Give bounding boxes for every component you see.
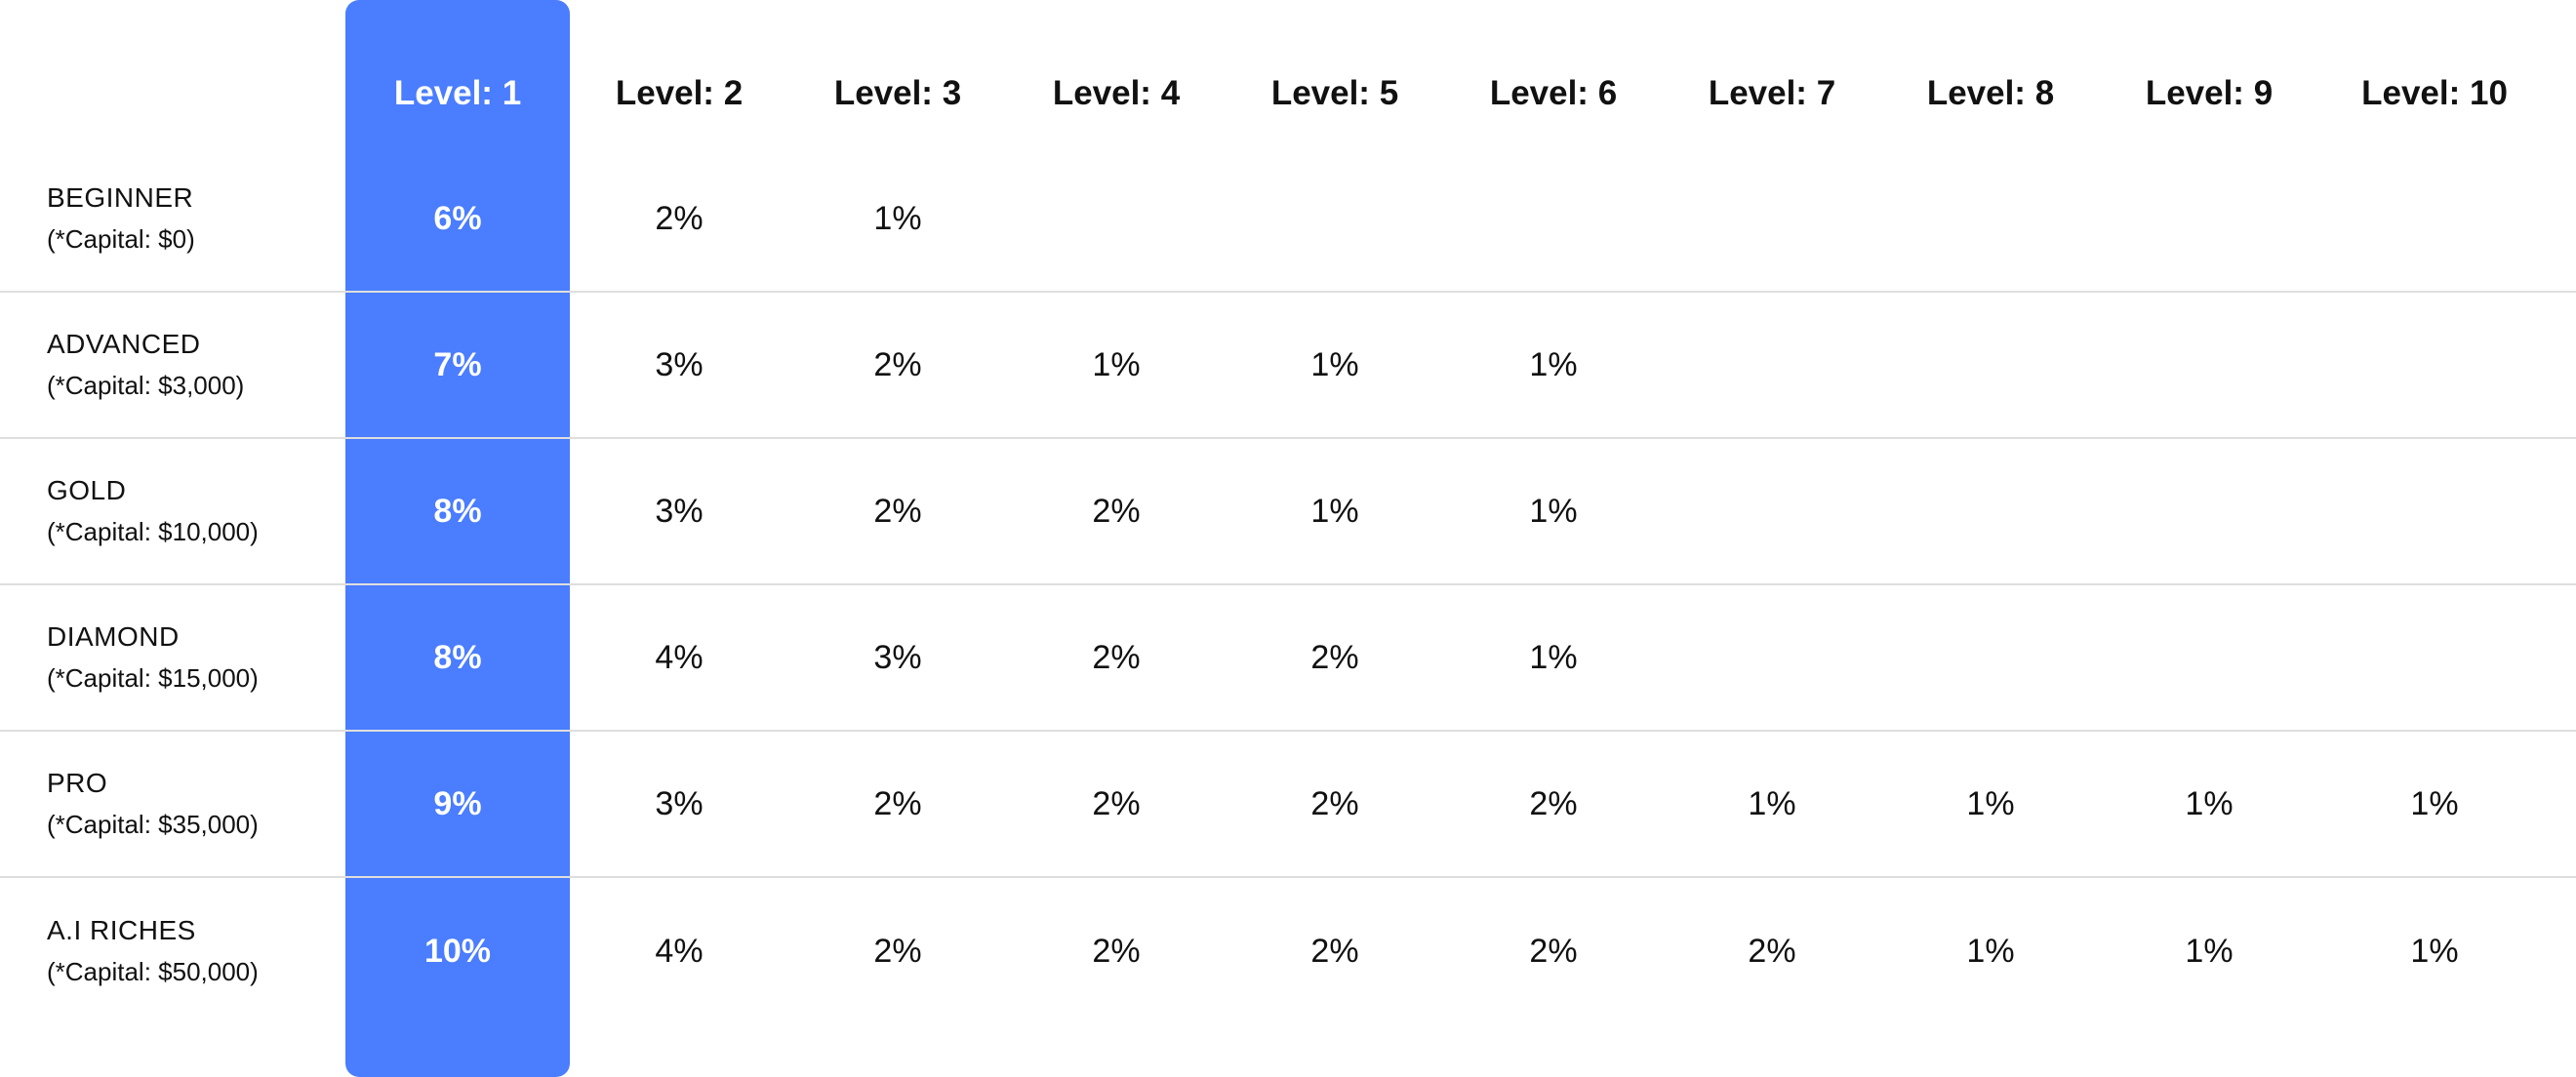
tier-label: GOLD (*Capital: $10,000)	[0, 439, 345, 583]
rate-cell: 1%	[2410, 932, 2459, 970]
level-1-highlight-column	[345, 0, 570, 1077]
rate-cell	[1007, 146, 1226, 291]
rate-cell: 2%	[1529, 932, 1578, 970]
rate-cell: 1%	[2185, 932, 2234, 970]
rate-cell: 7%	[433, 345, 482, 383]
header-row: Level: 1 Level: 2 Level: 3 Level: 4 Leve…	[0, 0, 2576, 146]
rate-cell: 2%	[655, 199, 704, 237]
rate-cell: 1%	[873, 199, 922, 237]
rate-cell: 2%	[873, 492, 922, 530]
header-level-4: Level: 4	[1052, 74, 1181, 112]
rate-cell: 9%	[433, 784, 482, 822]
rate-cell: 2%	[1092, 638, 1141, 676]
table-row: DIAMOND (*Capital: $15,000) 8% 4% 3% 2% …	[0, 585, 2576, 732]
rate-cell: 10%	[423, 932, 492, 970]
rate-cell: 2%	[1310, 784, 1359, 822]
table-row: A.I RICHES (*Capital: $50,000) 10% 4% 2%…	[0, 878, 2576, 1024]
header-level-1: Level: 1	[393, 74, 522, 112]
tier-name: GOLD	[47, 475, 127, 505]
rate-cell	[1881, 439, 2100, 583]
rate-cell: 4%	[655, 638, 704, 676]
table-row: ADVANCED (*Capital: $3,000) 7% 3% 2% 1% …	[0, 293, 2576, 439]
rate-cell: 2%	[1092, 784, 1141, 822]
header-level-2: Level: 2	[615, 74, 744, 112]
rate-cell: 1%	[1310, 492, 1359, 530]
rate-cell: 3%	[655, 492, 704, 530]
tier-capital: (*Capital: $10,000)	[47, 517, 259, 546]
rate-cell: 1%	[1748, 784, 1796, 822]
rate-cell: 6%	[433, 199, 482, 237]
rate-cell	[1663, 293, 1881, 437]
header-level-8: Level: 8	[1926, 74, 2055, 112]
rate-cell: 1%	[1529, 638, 1578, 676]
tier-capital: (*Capital: $3,000)	[47, 371, 245, 400]
rate-cell: 2%	[1748, 932, 1796, 970]
table-row: PRO (*Capital: $35,000) 9% 3% 2% 2% 2% 2…	[0, 732, 2576, 878]
tier-label: A.I RICHES (*Capital: $50,000)	[0, 878, 345, 1024]
header-level-3: Level: 3	[833, 74, 962, 112]
rate-cell: 2%	[1092, 492, 1141, 530]
tier-name: A.I RICHES	[47, 915, 196, 945]
table-row: BEGINNER (*Capital: $0) 6% 2% 1%	[0, 146, 2576, 293]
rate-cell: 2%	[1310, 932, 1359, 970]
rate-cell	[2318, 439, 2551, 583]
header-level-10: Level: 10	[2361, 74, 2508, 112]
tier-name: DIAMOND	[47, 621, 180, 652]
rate-cell: 2%	[1310, 638, 1359, 676]
header-level-9: Level: 9	[2145, 74, 2274, 112]
tier-capital: (*Capital: $35,000)	[47, 810, 259, 839]
rate-cell: 4%	[655, 932, 704, 970]
header-corner	[0, 0, 345, 146]
header-level-6: Level: 6	[1489, 74, 1618, 112]
tier-capital: (*Capital: $15,000)	[47, 663, 259, 693]
rate-cell	[1881, 293, 2100, 437]
rate-cell: 3%	[655, 784, 704, 822]
rate-cell: 1%	[2410, 784, 2459, 822]
tier-capital: (*Capital: $50,000)	[47, 957, 259, 986]
tier-label: BEGINNER (*Capital: $0)	[0, 146, 345, 291]
header-level-5: Level: 5	[1270, 74, 1399, 112]
rate-cell	[2318, 146, 2551, 291]
rate-cell	[1881, 585, 2100, 730]
rate-cell	[2318, 585, 2551, 730]
rate-cell: 1%	[1310, 345, 1359, 383]
rate-cell: 1%	[1966, 932, 2015, 970]
rate-cell: 3%	[873, 638, 922, 676]
rate-cell	[1444, 146, 1663, 291]
rate-cell	[2100, 293, 2318, 437]
tier-name: PRO	[47, 768, 108, 798]
rate-cell: 2%	[1529, 784, 1578, 822]
rate-cell: 1%	[2185, 784, 2234, 822]
rate-cell	[2318, 293, 2551, 437]
rate-cell: 1%	[1529, 345, 1578, 383]
tier-name: BEGINNER	[47, 182, 194, 213]
rate-cell: 2%	[873, 932, 922, 970]
tier-name: ADVANCED	[47, 329, 201, 359]
rate-cell: 2%	[873, 345, 922, 383]
tier-capital: (*Capital: $0)	[47, 224, 195, 254]
rate-cell: 8%	[433, 492, 482, 530]
rate-cell	[1663, 146, 1881, 291]
rate-cell	[1663, 439, 1881, 583]
rate-cell: 3%	[655, 345, 704, 383]
tier-label: DIAMOND (*Capital: $15,000)	[0, 585, 345, 730]
rate-cell: 1%	[1092, 345, 1141, 383]
rate-cell: 2%	[1092, 932, 1141, 970]
rate-cell: 2%	[873, 784, 922, 822]
rate-cell: 8%	[433, 638, 482, 676]
rate-cell: 1%	[1966, 784, 2015, 822]
rate-cell: 1%	[1529, 492, 1578, 530]
rate-cell	[2100, 146, 2318, 291]
tier-label: ADVANCED (*Capital: $3,000)	[0, 293, 345, 437]
rate-cell	[2100, 585, 2318, 730]
header-level-7: Level: 7	[1708, 74, 1836, 112]
tier-label: PRO (*Capital: $35,000)	[0, 732, 345, 876]
rate-cell	[1663, 585, 1881, 730]
rate-cell	[2100, 439, 2318, 583]
rate-cell	[1226, 146, 1444, 291]
table-row: GOLD (*Capital: $10,000) 8% 3% 2% 2% 1% …	[0, 439, 2576, 585]
rate-cell	[1881, 146, 2100, 291]
